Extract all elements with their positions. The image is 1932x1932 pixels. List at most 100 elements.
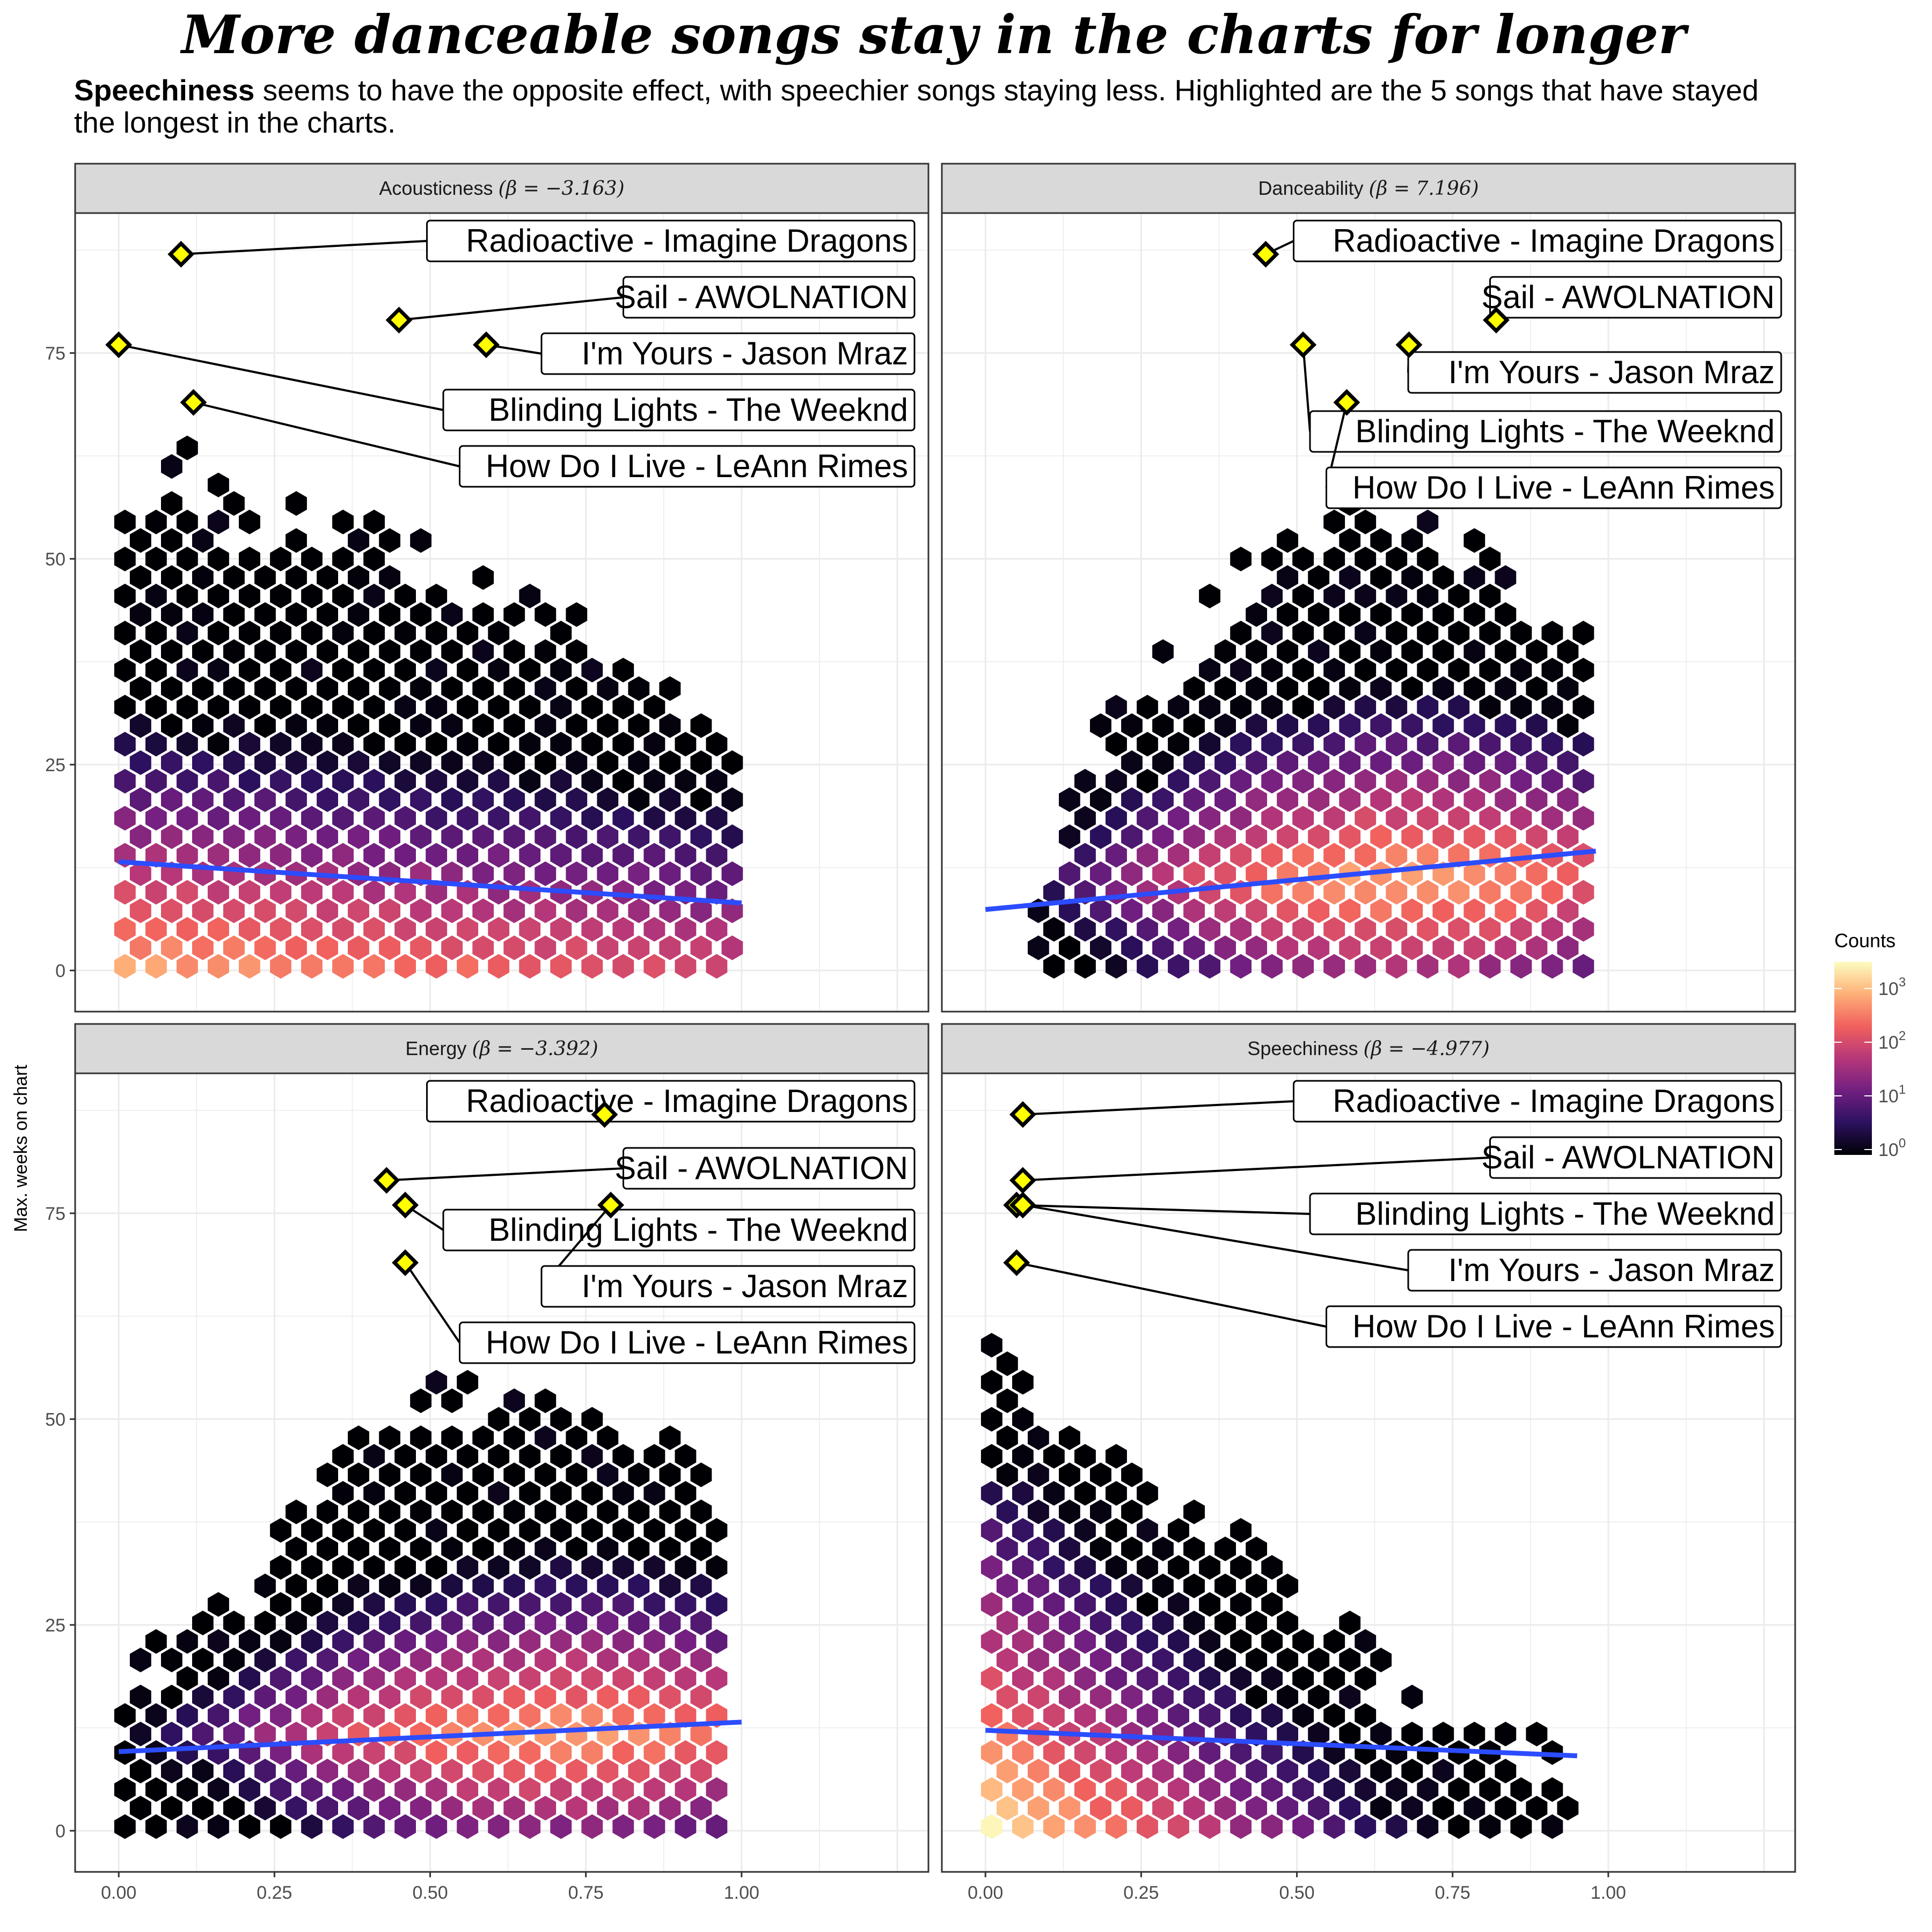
hexbin-cell [332, 694, 354, 720]
chart-title: More danceable songs stay in the charts … [181, 4, 1686, 66]
hexbin-cell [192, 787, 214, 813]
hexbin-cell [1106, 1703, 1127, 1728]
hexbin-cell [628, 1536, 650, 1562]
hexbin-cell [192, 1685, 214, 1710]
hexbin-cell [1214, 787, 1236, 813]
hexbin-cell [643, 917, 665, 942]
hexbin-cell [286, 639, 307, 664]
hexbin-cell [441, 1648, 463, 1673]
hexbin-cell [1277, 1759, 1298, 1784]
hexbin-cell [410, 787, 431, 813]
hexbin-cell [659, 713, 681, 738]
hexbin-cell [1121, 1722, 1143, 1747]
hexbin-cell [114, 1814, 136, 1839]
hexbin-cell [1261, 620, 1283, 646]
hexbin-cell [270, 1814, 291, 1839]
highlight-point [1009, 1101, 1036, 1128]
hexbin-cell [1308, 1648, 1330, 1673]
hexbin-cell [690, 861, 712, 887]
hexbin-cell [1339, 713, 1361, 738]
hexbin-cell [410, 528, 431, 553]
hexbin-cell [1121, 824, 1143, 850]
hexbin-cell [1230, 1518, 1252, 1543]
hexbin-cell [348, 1536, 369, 1562]
hexbin-cell [161, 491, 182, 516]
label-leader-line [181, 240, 427, 255]
hexbin-cell [114, 880, 136, 905]
hexbin-cell [239, 1814, 260, 1839]
hexbin-cell [519, 1444, 541, 1469]
highlight-point [105, 331, 133, 358]
highlight-label: Radioactive - Imagine Dragons [466, 1083, 908, 1119]
hexbin-cell [1495, 787, 1517, 813]
hexbin-cell [581, 731, 603, 757]
hexbin-cell [550, 1703, 572, 1728]
hexbin-cell [1230, 1740, 1252, 1765]
hexbin-cell [114, 769, 136, 794]
hexbin-cell [1277, 898, 1298, 924]
hexbin-cell [1106, 1666, 1127, 1691]
hexbin-cell [301, 1814, 323, 1839]
hexbin-cell [177, 954, 198, 979]
hexbin-cell [161, 454, 182, 479]
hexbin-cell [1043, 917, 1065, 942]
hexbin-cell [441, 787, 463, 813]
hexbin-cell [457, 694, 479, 720]
hexbin-cell [1121, 935, 1143, 961]
hexbin-cell [1308, 713, 1330, 738]
hexbin-cell [1074, 1481, 1096, 1506]
hexbin-cell [332, 1629, 354, 1654]
hexbin-cell [566, 639, 588, 664]
hexbin-cell [1246, 1536, 1267, 1562]
hexbin-cell [348, 1648, 369, 1673]
hexbin-cell [177, 843, 198, 868]
highlight-label: Sail - AWOLNATION [614, 1150, 908, 1186]
hexbin-cell [239, 620, 260, 646]
hexbin-cell [457, 1555, 479, 1580]
hexbin-cell [1401, 676, 1423, 701]
hexbin-cell [239, 657, 260, 683]
hexbin-cell [1183, 1499, 1205, 1525]
hexbin-cell [394, 954, 416, 979]
hexbin-cell [566, 1648, 588, 1673]
hexbin-cell [1432, 1759, 1454, 1784]
hexbin-cell [223, 565, 245, 590]
hexbin-cell [1199, 1777, 1220, 1802]
hexbin-cell [1432, 824, 1454, 850]
hexbin-cell [1541, 880, 1563, 905]
hexbin-cell [192, 565, 214, 590]
hexbin-cell [1137, 954, 1158, 979]
hexbin-cell [223, 1685, 245, 1710]
hexbin-cell [379, 1462, 400, 1488]
hexbin-cell [363, 769, 385, 794]
hexbin-cell [1059, 1648, 1080, 1673]
hexbin-cell [519, 1740, 541, 1765]
hexbin-cell [1386, 880, 1408, 905]
hexbin-cell [1526, 861, 1548, 887]
hexbin-cell [1059, 1462, 1080, 1488]
hexbin-cell [379, 1648, 400, 1673]
hexbin-cell [1339, 639, 1361, 664]
hexbin-cell [410, 1462, 431, 1488]
hexbin-cell [503, 750, 525, 775]
hexbin-cell [1526, 898, 1548, 924]
hexbin-cell [1292, 620, 1314, 646]
hexbin-cell [706, 1777, 728, 1802]
hexbin-cell [519, 694, 541, 720]
hexbin-cell [426, 1629, 448, 1654]
highlight-label: How Do I Live - LeAnn Rimes [486, 448, 908, 484]
hexbin-cell [1308, 1796, 1330, 1821]
hexbin-cell [503, 1388, 525, 1414]
hexbin-cell [1152, 1796, 1174, 1821]
hexbin-cell [550, 1592, 572, 1617]
legend-exponent: 0 [1899, 1136, 1906, 1151]
hexbin-cell [1323, 583, 1345, 609]
hexbin-cell [581, 1407, 603, 1432]
hexbin-cell [223, 491, 245, 516]
hexbin-cell [286, 898, 307, 924]
hexbin-cell [270, 843, 291, 868]
hexbin-cell [1074, 1703, 1096, 1728]
hexbin-cell [394, 843, 416, 868]
hexbin-cell [643, 1444, 665, 1469]
